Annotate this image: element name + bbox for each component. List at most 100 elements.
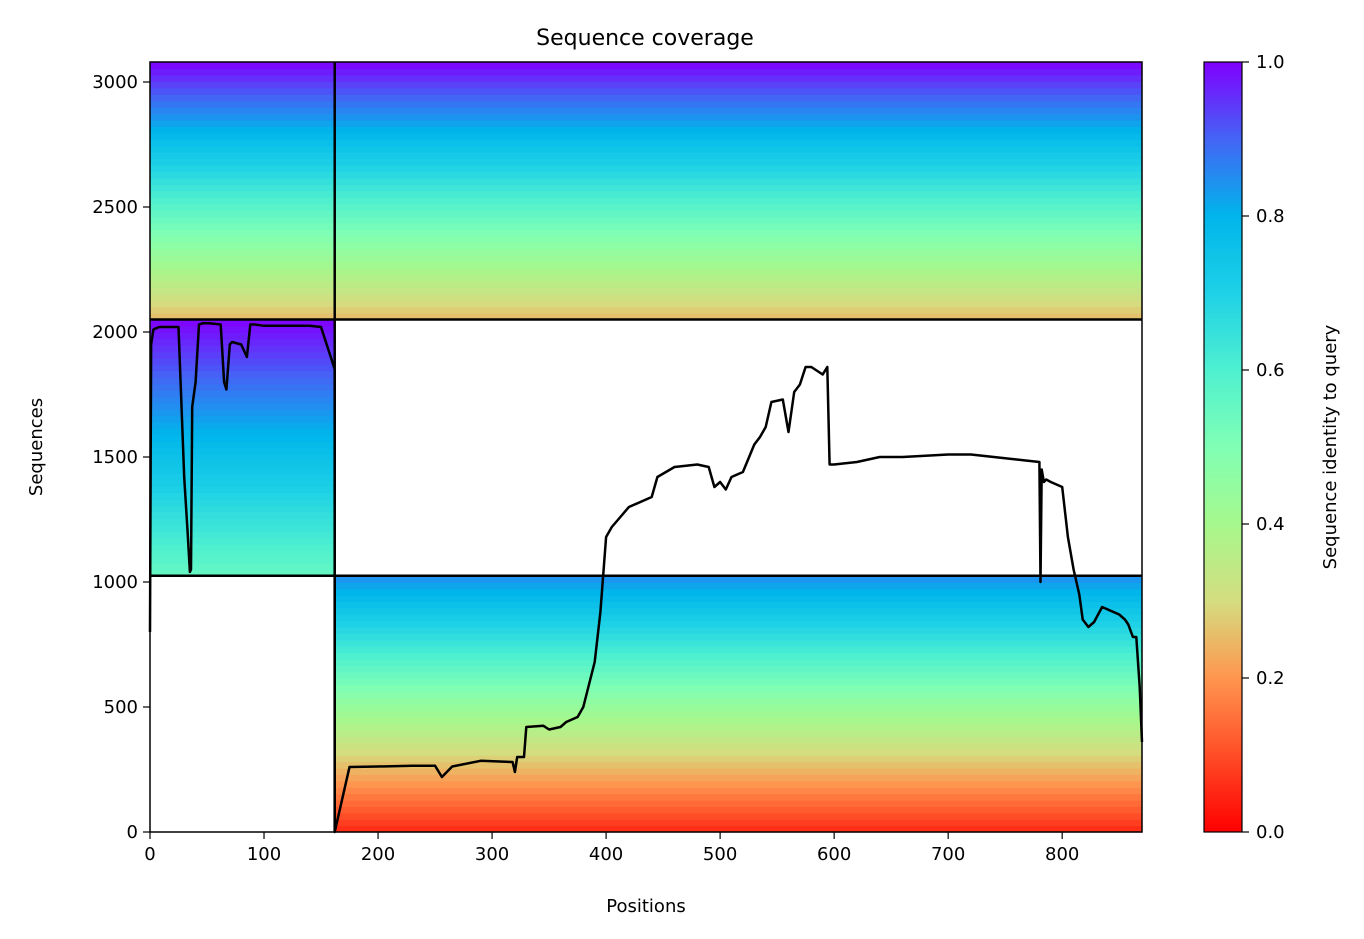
colorbar-tick-label: 0.8 [1256,206,1285,227]
heatmap-band [150,184,335,192]
x-tick-label: 800 [1045,844,1079,865]
heatmap-band [150,242,335,250]
heatmap-band [334,197,1142,205]
x-tick-label: 500 [703,844,737,865]
heatmap-band [334,633,1142,641]
heatmap-band [334,139,1142,147]
heatmap-band [334,614,1142,622]
heatmap-block [334,575,1142,833]
heatmap-band [334,300,1142,308]
heatmap-band [150,518,335,526]
heatmap-band [334,177,1142,185]
heatmap-band [150,454,335,462]
heatmap-band [334,575,1142,583]
colorbar-ticks: 0.0 0.2 0.4 0.6 0.8 1.0 [1242,52,1285,843]
coverage-line [148,322,1144,834]
heatmap-band [150,190,335,198]
heatmap-band [150,261,335,269]
heatmap-band [150,229,335,237]
heatmap-band [150,300,335,308]
x-tick-label: 0 [144,844,155,865]
y-axis: 0 500 1000 1500 2000 2500 3000 [92,72,150,843]
heatmap-band [334,62,1142,70]
heatmap-band [150,177,335,185]
heatmap-band [334,627,1142,635]
heatmap-band [334,100,1142,108]
heatmap-band [150,428,335,436]
heatmap-band [334,678,1142,686]
heatmap-band [334,594,1142,602]
heatmap-band [334,742,1142,750]
chart-title: Sequence coverage [536,26,754,51]
heatmap-band [150,62,335,70]
heatmap-band [334,165,1142,173]
heatmap-band [334,152,1142,160]
heatmap-band [150,119,335,127]
heatmap-band [150,145,335,153]
heatmap-band [334,793,1142,801]
coverage-line-layer [148,322,1144,834]
heatmap-band [334,812,1142,820]
heatmap-band [334,107,1142,115]
heatmap-band [334,710,1142,718]
heatmap-band [334,703,1142,711]
heatmap-band [150,524,335,532]
heatmap-band [150,203,335,211]
y-tick-label: 2000 [92,322,138,343]
colorbar-label: Sequence identity to query [1320,324,1341,569]
heatmap-band [150,287,335,295]
heatmap-band [150,402,335,410]
heatmap-band [150,68,335,76]
heatmap-band [150,197,335,205]
heatmap-band [150,274,335,282]
heatmap-band [334,748,1142,756]
heatmap-band [150,556,335,564]
heatmap-block [150,62,335,321]
heatmap-band [334,767,1142,775]
heatmap-band [150,357,335,365]
heatmap-band [334,126,1142,134]
heatmap-band [334,620,1142,628]
heatmap-band [334,646,1142,654]
heatmap-band [150,441,335,449]
heatmap-band [150,171,335,179]
heatmap-band [334,94,1142,102]
heatmap-band [150,132,335,140]
heatmap-band [150,152,335,160]
heatmap-band [150,370,335,378]
y-tick-label: 500 [104,697,138,718]
heatmap-band [334,774,1142,782]
heatmap-band [150,222,335,230]
heatmap-band [334,74,1142,82]
heatmap-band [334,203,1142,211]
heatmap-band [150,235,335,243]
heatmap-band [334,639,1142,647]
heatmap-band [150,87,335,95]
heatmap-band [334,210,1142,218]
x-tick-label: 700 [931,844,965,865]
heatmap-band [334,268,1142,276]
heatmap-band [150,364,335,372]
x-tick-label: 600 [817,844,851,865]
heatmap-band [334,665,1142,673]
heatmap-band [150,562,335,570]
heatmap-band [150,537,335,545]
heatmap-band [334,261,1142,269]
heatmap-band [334,806,1142,814]
heatmap-band [150,530,335,538]
heatmap-band [334,729,1142,737]
heatmap-band [150,94,335,102]
heatmap-band [334,607,1142,615]
x-tick-label: 400 [589,844,623,865]
heatmap-band [150,377,335,385]
heatmap-block [334,62,1142,321]
heatmap-band [150,460,335,468]
heatmap-blocks [150,62,1142,833]
heatmap-band [150,383,335,391]
x-tick-label: 200 [361,844,395,865]
heatmap-band [150,479,335,487]
heatmap-band [150,325,335,333]
heatmap-band [334,755,1142,763]
heatmap-band [334,735,1142,743]
heatmap-band [150,569,335,577]
